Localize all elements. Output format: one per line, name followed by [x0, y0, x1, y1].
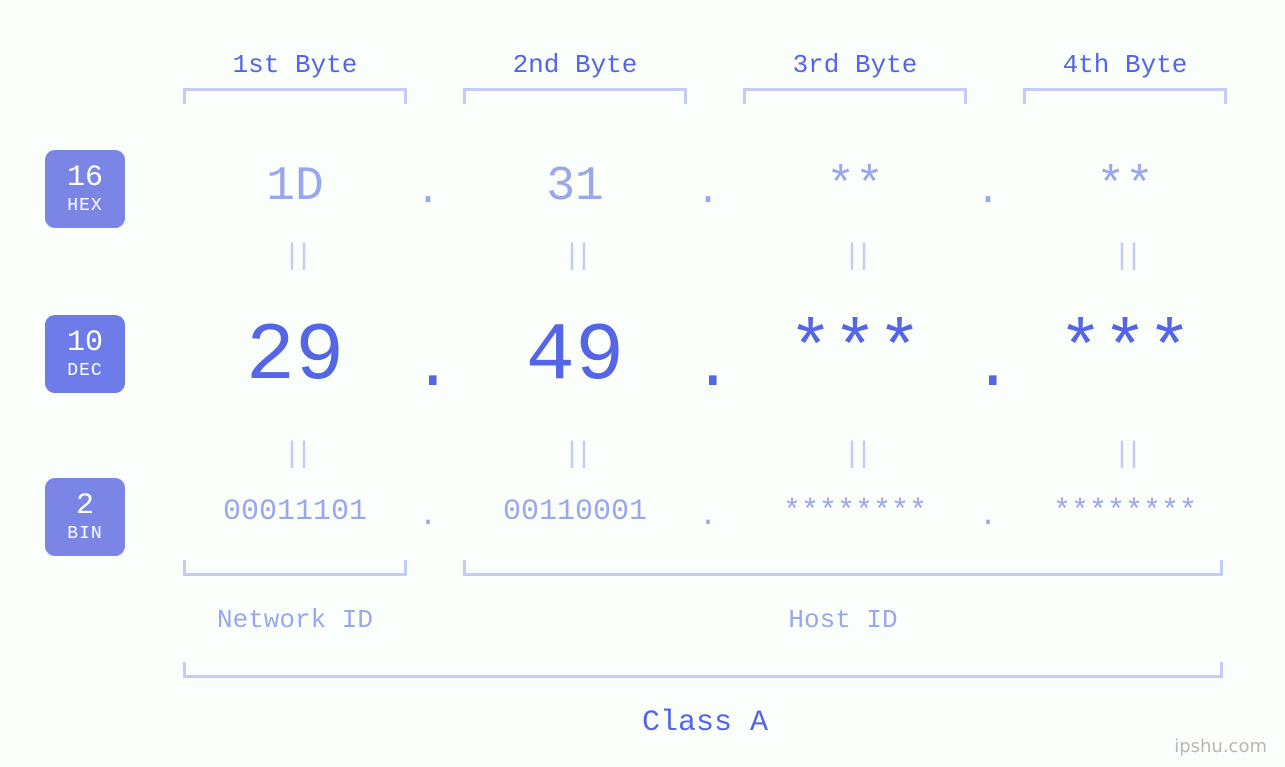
- byte-top-brace: [463, 88, 687, 104]
- class-brace: [183, 662, 1223, 678]
- dec-value: ***: [1005, 310, 1245, 394]
- dec-value: ***: [725, 310, 985, 394]
- hex-dot: .: [413, 170, 443, 215]
- badge-dec-label: DEC: [67, 362, 102, 380]
- equals-icon: ||: [445, 240, 705, 274]
- hex-dot: .: [973, 170, 1003, 215]
- bin-dot: .: [973, 500, 1003, 534]
- badge-hex: 16 HEX: [45, 150, 125, 228]
- dec-value: 49: [445, 310, 705, 403]
- badge-bin-num: 2: [76, 491, 94, 521]
- badge-hex-num: 16: [67, 163, 103, 193]
- byte-grid: 1st Byte 1D || 29 || 00011101 2nd Byte 3…: [165, 0, 1245, 767]
- bin-value: 00011101: [165, 495, 425, 529]
- badge-dec: 10 DEC: [45, 315, 125, 393]
- badge-bin: 2 BIN: [45, 478, 125, 556]
- dec-value: 29: [165, 310, 425, 403]
- badge-dec-num: 10: [67, 328, 103, 358]
- byte-column-4: 4th Byte ** || *** || ********: [1005, 0, 1245, 767]
- bin-dot: .: [413, 500, 443, 534]
- byte-header: 3rd Byte: [725, 50, 985, 80]
- class-label: Class A: [165, 706, 1245, 740]
- byte-top-brace: [183, 88, 407, 104]
- badge-hex-label: HEX: [67, 197, 102, 215]
- host-id-label: Host ID: [463, 605, 1223, 635]
- byte-column-3: 3rd Byte ** || *** || ********: [725, 0, 985, 767]
- equals-icon: ||: [725, 240, 985, 274]
- equals-icon: ||: [165, 240, 425, 274]
- hex-value: **: [725, 160, 985, 214]
- byte-header: 4th Byte: [1005, 50, 1245, 80]
- bin-dot: .: [693, 500, 723, 534]
- bin-value: 00110001: [445, 495, 705, 529]
- equals-icon: ||: [445, 438, 705, 472]
- hex-value: 31: [445, 160, 705, 214]
- base-badges: 16 HEX 10 DEC 2 BIN: [45, 0, 130, 767]
- bin-value: ********: [1005, 495, 1245, 529]
- hex-value: 1D: [165, 160, 425, 214]
- dec-dot: .: [413, 330, 443, 405]
- equals-icon: ||: [165, 438, 425, 472]
- badge-bin-label: BIN: [67, 525, 102, 543]
- network-id-label: Network ID: [165, 605, 425, 635]
- equals-icon: ||: [1005, 438, 1245, 472]
- watermark: ipshu.com: [1174, 736, 1267, 757]
- byte-column-1: 1st Byte 1D || 29 || 00011101: [165, 0, 425, 767]
- dec-dot: .: [693, 330, 723, 405]
- equals-icon: ||: [1005, 240, 1245, 274]
- byte-header: 2nd Byte: [445, 50, 705, 80]
- byte-top-brace: [743, 88, 967, 104]
- equals-icon: ||: [725, 438, 985, 472]
- dec-dot: .: [973, 330, 1003, 405]
- byte-header: 1st Byte: [165, 50, 425, 80]
- hex-value: **: [1005, 160, 1245, 214]
- bin-value: ********: [725, 495, 985, 529]
- host-id-brace: [463, 560, 1223, 576]
- network-id-brace: [183, 560, 407, 576]
- byte-top-brace: [1023, 88, 1227, 104]
- hex-dot: .: [693, 170, 723, 215]
- byte-column-2: 2nd Byte 31 || 49 || 00110001: [445, 0, 705, 767]
